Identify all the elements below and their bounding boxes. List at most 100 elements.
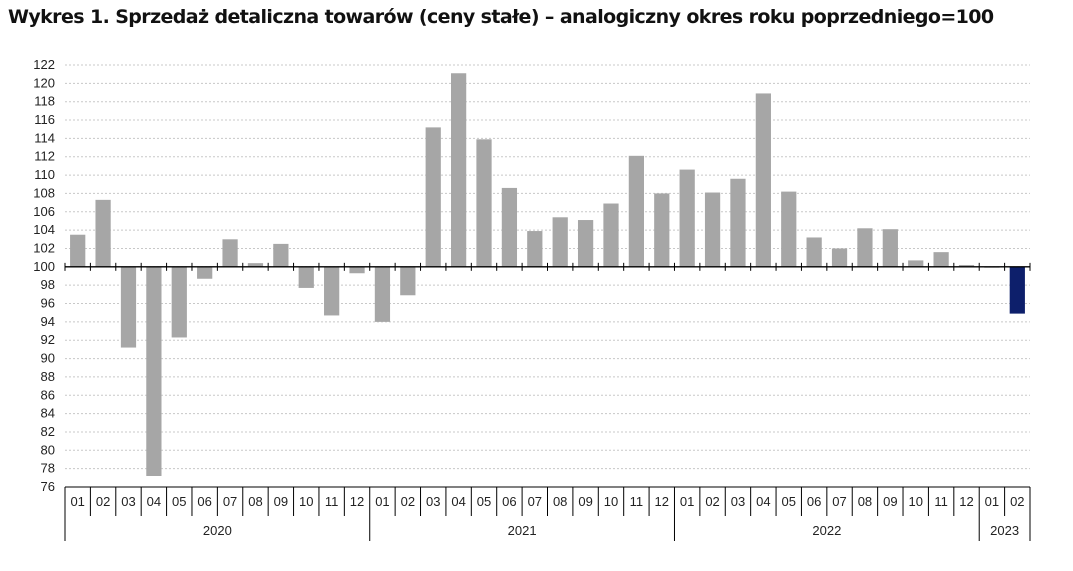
bar [704, 192, 721, 267]
bar [425, 127, 441, 267]
y-tick-label: 82 [41, 424, 55, 439]
y-tick-label: 100 [33, 259, 55, 274]
y-tick-label: 84 [41, 406, 55, 421]
bar [806, 237, 822, 267]
bar [958, 264, 975, 267]
y-tick-label: 96 [41, 296, 55, 311]
bar [298, 266, 314, 288]
year-label: 2020 [203, 523, 232, 538]
bar [755, 93, 771, 267]
y-tick-label: 92 [41, 332, 55, 347]
category-label: 01 [375, 494, 389, 509]
year-label: 2021 [508, 523, 537, 538]
bar [857, 228, 873, 267]
y-tick-label: 94 [41, 314, 55, 329]
category-label: 06 [807, 494, 821, 509]
y-tick-label: 102 [33, 240, 55, 255]
category-label: 01 [985, 494, 999, 509]
category-label: 07 [528, 494, 542, 509]
category-label: 10 [604, 494, 618, 509]
bar [577, 220, 594, 267]
category-label: 11 [934, 494, 948, 509]
category-label: 04 [756, 494, 770, 509]
category-label: 02 [1010, 494, 1024, 509]
bar [349, 266, 365, 274]
y-tick-label: 80 [41, 442, 55, 457]
bar [501, 187, 518, 267]
bar [527, 231, 543, 267]
category-label: 05 [477, 494, 491, 509]
category-label: 01 [70, 494, 84, 509]
bar [730, 178, 746, 267]
category-label: 03 [731, 494, 745, 509]
y-tick-label: 118 [34, 94, 55, 109]
category-label: 11 [630, 494, 644, 509]
bar [831, 248, 848, 267]
category-label: 06 [197, 494, 211, 509]
bar [273, 243, 289, 267]
bar [374, 266, 391, 322]
category-label: 12 [959, 494, 973, 509]
chart-title: Wykres 1. Sprzedaż detaliczna towarów (c… [8, 6, 994, 28]
bar [908, 260, 924, 267]
category-label: 08 [248, 494, 262, 509]
category-label: 03 [121, 494, 135, 509]
bar [882, 229, 898, 267]
category-label: 07 [223, 494, 237, 509]
category-label: 10 [908, 494, 922, 509]
bar [1009, 266, 1025, 314]
category-label: 09 [578, 494, 592, 509]
bar [679, 169, 695, 267]
bar [324, 266, 340, 316]
bar [603, 203, 619, 267]
y-tick-label: 112 [34, 149, 55, 164]
y-tick-label: 114 [34, 130, 55, 145]
y-tick-label: 104 [33, 222, 55, 237]
bar [146, 266, 162, 476]
y-tick-label: 122 [33, 57, 55, 72]
category-label: 04 [147, 494, 161, 509]
category-label: 02 [705, 494, 719, 509]
bar [628, 155, 644, 267]
category-label: 06 [502, 494, 516, 509]
y-tick-label: 76 [41, 479, 55, 494]
bar [70, 234, 86, 267]
category-label: 01 [680, 494, 694, 509]
y-tick-label: 106 [33, 204, 55, 219]
category-label: 02 [401, 494, 415, 509]
category-label: 09 [883, 494, 897, 509]
year-label: 2023 [990, 523, 1019, 538]
category-label: 05 [172, 494, 186, 509]
y-tick-label: 88 [41, 369, 55, 384]
bar [247, 263, 264, 267]
category-label: 02 [96, 494, 110, 509]
bar [933, 252, 949, 267]
y-tick-label: 116 [34, 112, 55, 127]
category-label: 08 [553, 494, 567, 509]
y-tick-label: 110 [34, 167, 55, 182]
y-tick-label: 90 [41, 351, 55, 366]
bar [222, 239, 238, 267]
bar [552, 217, 568, 267]
category-label: 12 [350, 494, 364, 509]
category-label: 10 [299, 494, 313, 509]
bar [95, 199, 111, 267]
category-label: 09 [274, 494, 288, 509]
year-label: 2022 [812, 523, 841, 538]
category-label: 03 [426, 494, 440, 509]
bar [400, 266, 416, 296]
y-tick-label: 108 [33, 185, 55, 200]
category-label: 05 [782, 494, 796, 509]
category-label: 11 [325, 494, 339, 509]
bar [120, 266, 137, 348]
bar [451, 73, 467, 267]
bar [781, 191, 797, 267]
y-tick-label: 78 [41, 461, 55, 476]
category-label: 08 [858, 494, 872, 509]
category-label: 04 [451, 494, 465, 509]
bar [197, 266, 213, 279]
category-label: 07 [832, 494, 846, 509]
bar [654, 193, 670, 267]
y-tick-label: 120 [33, 75, 55, 90]
